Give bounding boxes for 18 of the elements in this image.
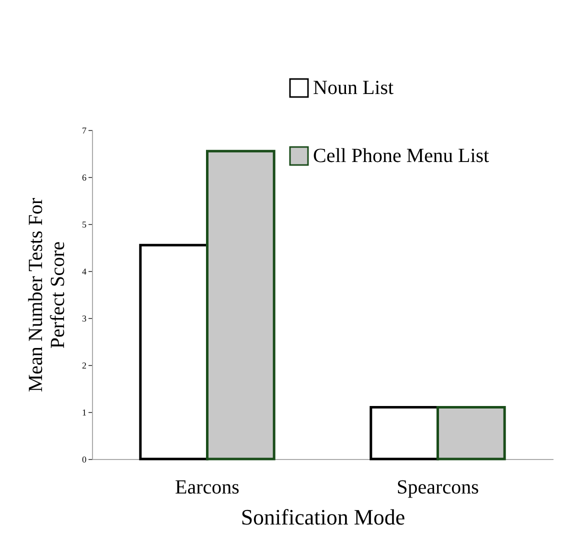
y-tick-label: 1: [82, 408, 86, 418]
x-tick-label: Spearcons: [396, 476, 480, 498]
bar: [139, 244, 208, 460]
y-tick-label: 5: [82, 220, 87, 230]
y-tick-label: 7: [82, 126, 87, 136]
y-tick-label: 3: [82, 314, 87, 324]
x-axis-title: Sonification Mode: [240, 504, 406, 530]
legend-label: Noun List: [313, 77, 394, 99]
bar: [370, 406, 439, 460]
y-axis-title: Mean Number Tests For Perfect Score: [25, 198, 69, 392]
y-tick-label: 0: [82, 454, 87, 464]
bar: [436, 406, 506, 460]
y-tick-label: 2: [82, 360, 86, 370]
x-tick-label: Earcons: [175, 476, 240, 498]
y-tick-label: 4: [82, 266, 87, 276]
legend-label: Cell Phone Menu List: [313, 145, 490, 167]
y-tick-label: 6: [82, 172, 87, 182]
bar: [206, 150, 276, 460]
